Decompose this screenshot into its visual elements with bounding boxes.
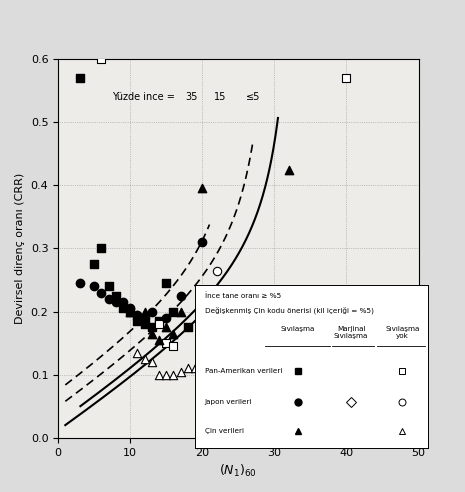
Point [105, 295, 113, 303]
Point [213, 267, 220, 275]
Point [141, 314, 148, 322]
Point [177, 368, 184, 375]
X-axis label: $(N_1)_{60}$: $(N_1)_{60}$ [219, 463, 257, 479]
Point [141, 308, 148, 315]
Point [155, 371, 163, 379]
Point [199, 358, 206, 366]
Point [90, 282, 98, 290]
Point [184, 323, 192, 331]
Point [141, 320, 148, 328]
Point [76, 74, 83, 82]
Point [141, 355, 148, 363]
Point [76, 279, 83, 287]
Point [134, 311, 141, 319]
Point [163, 314, 170, 322]
Point [98, 289, 105, 297]
Point [199, 184, 206, 192]
Point [163, 371, 170, 379]
Point [98, 55, 105, 63]
Point [163, 279, 170, 287]
Point [148, 323, 155, 331]
Point [271, 308, 278, 315]
Point [126, 305, 134, 312]
Text: Japon verileri: Japon verileri [205, 400, 252, 405]
Point [170, 330, 177, 338]
Point [177, 308, 184, 315]
Text: Sıvılaşma: Sıvılaşma [280, 326, 315, 332]
Text: 35: 35 [185, 92, 198, 102]
Point [134, 317, 141, 325]
Point [134, 349, 141, 357]
Text: ≤5: ≤5 [246, 92, 260, 102]
Text: İnce tane oranı ≥ %5: İnce tane oranı ≥ %5 [205, 292, 281, 299]
Point [249, 311, 257, 319]
Point [199, 238, 206, 246]
Point [134, 311, 141, 319]
Point [126, 308, 134, 315]
Point [234, 308, 242, 315]
Text: Değişkenmiş Çin kodu önerisi (kil içeriği = %5): Değişkenmiş Çin kodu önerisi (kil içeriğ… [205, 307, 373, 314]
Point [177, 292, 184, 300]
Point [192, 365, 199, 372]
Point [148, 358, 155, 366]
Point [112, 298, 120, 306]
Text: Marjinal
Sıvılaşma: Marjinal Sıvılaşma [334, 326, 368, 339]
Point [90, 260, 98, 268]
Point [155, 336, 163, 344]
Text: Sıvılaşma
yok: Sıvılaşma yok [385, 326, 419, 339]
Point [163, 323, 170, 331]
Y-axis label: Devirsel direnç oranı (CRR): Devirsel direnç oranı (CRR) [15, 173, 25, 324]
Point [170, 371, 177, 379]
Point [170, 308, 177, 315]
Point [105, 282, 113, 290]
Point [163, 339, 170, 347]
Point [98, 245, 105, 252]
Point [126, 308, 134, 315]
Text: Çin verileri: Çin verileri [205, 429, 244, 434]
Point [263, 308, 271, 315]
Text: Pan-Amerikan verileri: Pan-Amerikan verileri [205, 369, 282, 374]
Point [155, 320, 163, 328]
Point [343, 74, 350, 82]
Point [148, 330, 155, 338]
Point [285, 166, 292, 174]
Point [155, 317, 163, 325]
Text: 15: 15 [214, 92, 226, 102]
Point [112, 292, 120, 300]
Point [119, 305, 126, 312]
Point [119, 298, 126, 306]
Point [170, 342, 177, 350]
Text: Yüzde ince =: Yüzde ince = [112, 92, 175, 102]
Point [148, 308, 155, 315]
Point [184, 365, 192, 372]
